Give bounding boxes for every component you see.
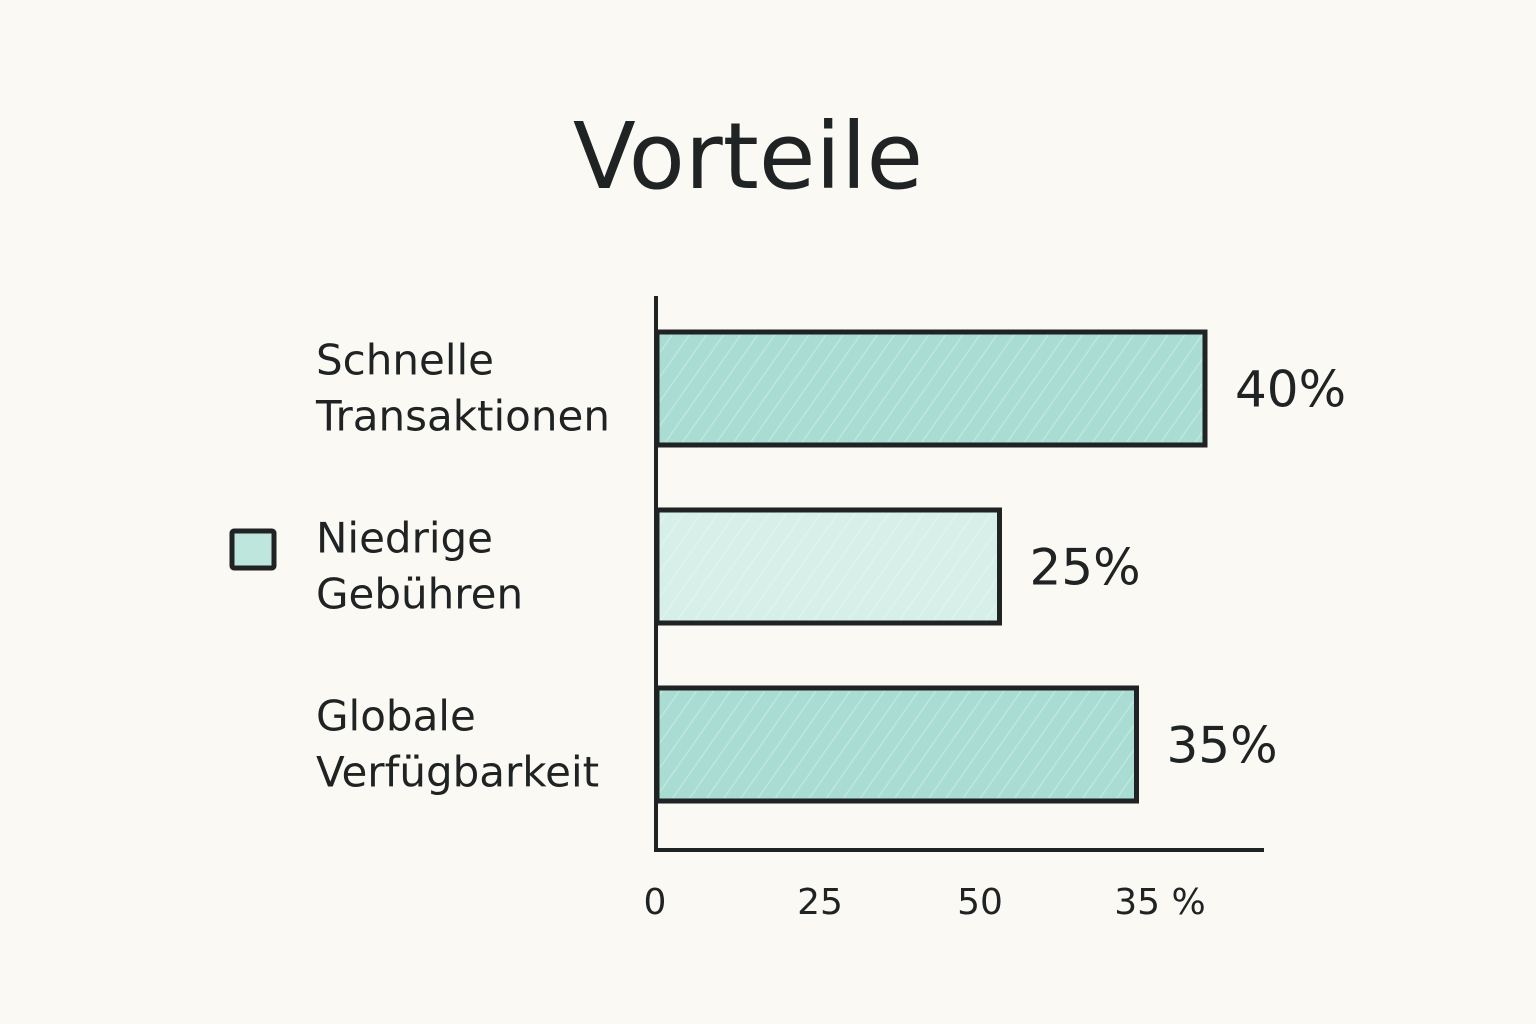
x-tick-label-2: 50 xyxy=(957,882,1003,923)
labels-group: 40% Schnelle Transaktionen 25% Niedrige Gebüh… xyxy=(315,336,1346,797)
category-label-2-1: Verfügbarkeit xyxy=(316,748,599,797)
category-label-2-0: Globale xyxy=(316,692,476,741)
category-label-1-0: Niedrige xyxy=(316,514,493,563)
x-tick-labels: 0 25 50 35 % xyxy=(644,882,1206,923)
x-tick-label-0: 0 xyxy=(644,882,667,923)
bar-texture-2 xyxy=(660,691,1134,798)
value-label-1: 25% xyxy=(1030,539,1141,597)
chart-title: Vorteile xyxy=(573,103,923,210)
legend-marker xyxy=(229,528,277,571)
x-tick-label-1: 25 xyxy=(797,882,843,923)
value-label-2: 35% xyxy=(1167,717,1278,775)
value-label-0: 40% xyxy=(1235,361,1346,419)
bar-texture-1 xyxy=(660,513,997,620)
bars-group xyxy=(654,329,1208,804)
category-label-0-0: Schnelle xyxy=(316,336,494,385)
bar-texture-0 xyxy=(660,335,1202,442)
category-label-0-1: Transaktionen xyxy=(315,392,610,441)
x-tick-label-3: 35 % xyxy=(1114,882,1205,923)
category-label-1-1: Gebühren xyxy=(316,570,523,619)
